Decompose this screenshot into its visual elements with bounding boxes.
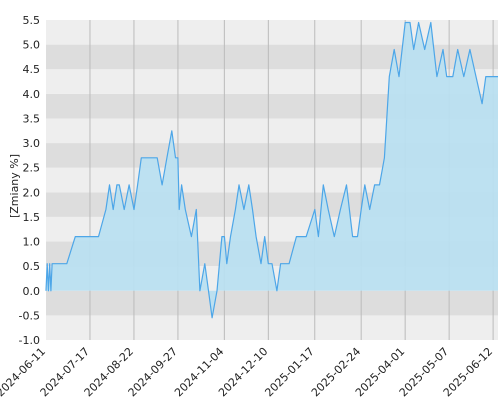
y-tick-label: 3.5 [23,112,41,125]
y-axis-ticks: -1.0 -0.5 0.0 0.5 1.0 1.5 2.0 2.5 3.0 3.5 4.0 4.5 5.… [19,14,40,347]
y-tick-label: 4.5 [23,63,41,76]
series-line [45,21,498,319]
y-tick-label: 0.0 [23,285,41,298]
grid-band [46,290,498,316]
x-axis-ticks: 2024-06-112024-07-172024-08-222024-09-27… [0,345,495,399]
series-area [46,22,498,318]
area-layer [46,22,498,318]
y-axis-label: [Zmiany %] [8,154,21,218]
y-tick-label: 2.0 [23,186,41,199]
y-tick-label: 5.0 [23,39,41,52]
y-tick-label: 2.5 [23,162,41,175]
y-tick-label: 5.5 [23,14,41,27]
y-tick-label: 0.5 [23,260,41,273]
y-tick-label: 3.0 [23,137,41,150]
y-tick-label: 4.0 [23,88,41,101]
grid-band [46,315,498,340]
y-tick-label: -0.5 [19,309,40,322]
y-tick-label: 1.5 [23,211,41,224]
line-layer [45,21,498,319]
y-tick-label: 1.0 [23,236,41,249]
y-tick-label: -1.0 [19,334,40,347]
